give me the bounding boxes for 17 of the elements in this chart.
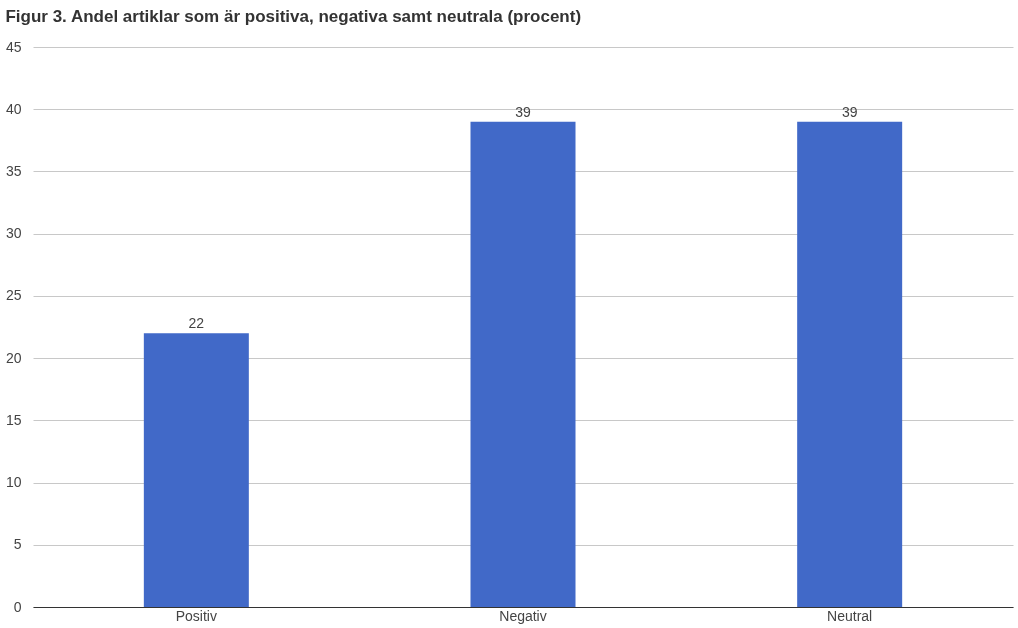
data-label: 39	[515, 103, 531, 120]
y-tick-label: 35	[5, 162, 22, 179]
x-tick-label: Positiv	[175, 607, 217, 624]
y-tick-label: 20	[5, 349, 22, 366]
x-tick-label: Negativ	[499, 607, 547, 624]
y-tick-label: 45	[5, 38, 22, 55]
x-tick-label: Neutral	[827, 607, 873, 624]
y-tick-label: 5	[13, 536, 22, 553]
data-label: 22	[188, 315, 205, 332]
y-tick-label: 15	[5, 411, 22, 428]
y-tick-label: 10	[5, 474, 22, 491]
y-tick-label: 40	[5, 100, 22, 117]
y-tick-label: 25	[5, 287, 22, 304]
y-tick-label: 30	[5, 225, 22, 242]
y-tick-label: 0	[13, 598, 22, 615]
data-label: 39	[841, 103, 858, 120]
chart-title: Figur 3. Andel artiklar som är positiva, negativa samt neutrala (procent)	[5, 7, 582, 26]
